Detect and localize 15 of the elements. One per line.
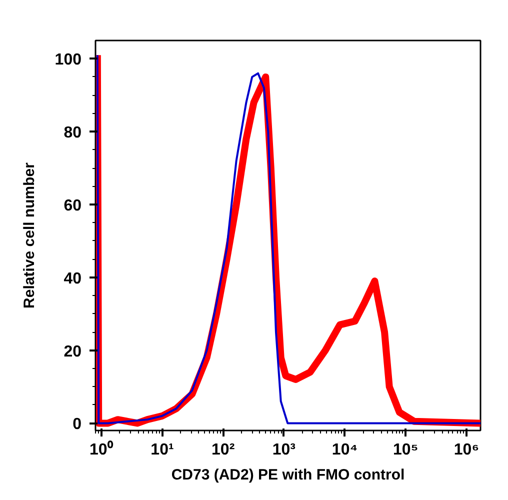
- x-tick-label: 10³: [272, 442, 296, 458]
- y-tick-label: 40: [64, 270, 82, 288]
- x-tick-label: 10⁶: [454, 442, 480, 458]
- x-tick-label: 10²: [212, 442, 235, 458]
- x-tick-label: 10⁴: [332, 442, 358, 458]
- y-tick-label: 100: [54, 52, 82, 69]
- x-axis-title: CD73 (AD2) PE with FMO control: [171, 466, 405, 484]
- y-tick-label: 80: [64, 124, 82, 142]
- y-axis-title: Relative cell number: [20, 162, 38, 308]
- y-tick-label: 20: [64, 343, 82, 360]
- x-tick-label: 10¹: [150, 442, 174, 458]
- x-tick-label: 10⁵: [392, 442, 418, 458]
- x-tick-label: 10⁰: [90, 440, 114, 458]
- y-tick-label: 0: [72, 416, 82, 434]
- y-tick-label: 60: [64, 198, 82, 215]
